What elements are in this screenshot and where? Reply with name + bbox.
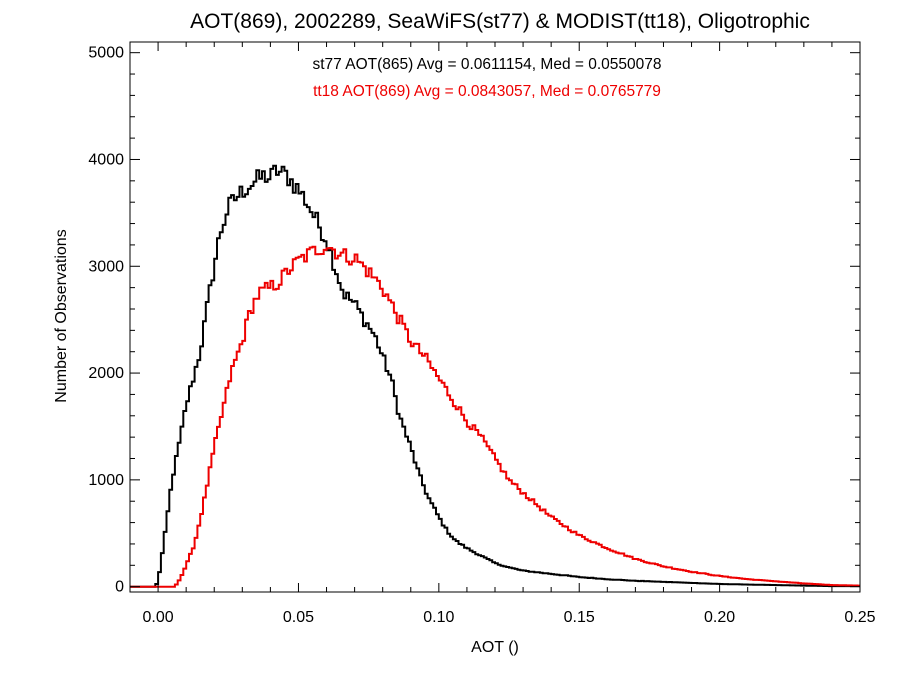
x-axis-label: AOT () (471, 639, 519, 656)
y-tick-label: 3000 (88, 258, 124, 275)
x-tick-label: 0.05 (283, 609, 314, 626)
x-tick-label: 0.25 (844, 609, 875, 626)
y-tick-label: 5000 (88, 45, 124, 62)
series-1-line (130, 245, 860, 588)
plot-area: 0.00 0.05 0.10 0.15 0.20 0.25 0 1000 2000 3000 400… (88, 41, 876, 626)
x-tick-label: 0.00 (143, 609, 174, 626)
x-tick-label: 0.10 (423, 609, 454, 626)
x-tick-label: 0.15 (564, 609, 595, 626)
annotation-st77: st77 AOT(865) Avg = 0.0611154, Med = 0.0… (312, 56, 661, 73)
x-tick-label: 0.20 (704, 609, 735, 626)
series-0-line (130, 164, 860, 588)
y-axis-label: Number of Observations (53, 229, 70, 402)
y-tick-label: 1000 (88, 472, 124, 489)
y-tick-label: 4000 (88, 151, 124, 168)
plot-frame (129, 41, 861, 593)
y-tick-label: 2000 (88, 365, 124, 382)
chart-title: AOT(869), 2002289, SeaWiFS(st77) & MODIS… (190, 10, 810, 33)
annotation-tt18: tt18 AOT(869) Avg = 0.0843057, Med = 0.0… (313, 83, 661, 100)
y-tick-label: 0 (115, 579, 124, 596)
